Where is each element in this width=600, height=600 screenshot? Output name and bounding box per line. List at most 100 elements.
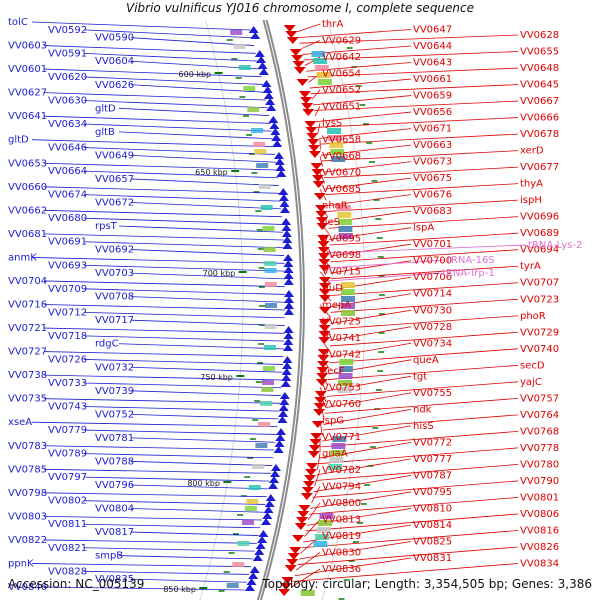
gene-label-right: VV0661 [413,74,452,85]
minus-strand-gene-arrow [273,446,284,453]
gene-label-right: VV0654 [322,69,361,80]
minus-strand-gene-arrow [261,518,272,525]
leader-line [299,34,519,44]
leader-line [298,541,412,560]
minus-strand-gene-arrow [262,512,273,519]
gene-label-left: VV0802 [48,496,87,507]
gene-label-right: VV0742 [322,349,361,360]
feature-block [338,366,353,372]
leader-line [130,508,264,513]
topology-label: Topology: circular; Length: 3,354,505 bp… [262,577,592,591]
gene-label-left: VV0739 [95,386,134,397]
minus-strand-gene-arrow [261,80,272,87]
gene-label-right: VV0628 [520,30,559,41]
minus-strand-gene-arrow [256,56,267,63]
gene-label-right: secF [322,366,345,377]
minus-strand-gene-arrow [269,122,280,129]
feature-block [329,142,344,148]
feature-block [337,387,352,393]
leader-line [319,133,519,145]
gene-label-right: VV0694 [520,245,559,256]
leader-line [307,502,321,520]
minus-strand-gene-arrow [265,494,276,501]
gene-label-left: VV0721 [8,323,47,334]
minus-strand-gene-arrow [283,308,294,315]
gene-label-right: VV0696 [520,212,559,223]
leader-line [83,194,281,202]
plus-strand-gene-arrow [318,283,331,290]
gene-label-right: VV0831 [413,553,452,564]
leader-line [43,45,257,54]
leader-line [301,530,519,549]
plus-strand-gene-arrow [304,475,317,482]
gene-label-left: VV0709 [48,284,87,295]
leader-line [317,453,321,470]
gene-label-left: VV0716 [8,300,47,311]
leader-line [330,265,519,280]
gene-label-left: VV0708 [95,292,134,303]
gene-label-right: VV0729 [520,327,559,338]
plus-strand-gene-arrow [311,169,324,176]
gene-label-right: VV0663 [413,140,452,151]
minus-strand-gene-arrow [266,104,277,111]
feature-block [337,380,352,386]
leader-line [323,161,412,173]
feature-block [313,58,328,64]
feature-block [256,163,269,168]
leader-line [83,170,278,179]
leader-line [130,272,285,280]
minus-strand-gene-arrow [283,278,294,285]
feature-block [340,296,355,302]
gene-label-right: ispG [322,415,344,426]
minus-strand-gene-arrow [270,464,281,471]
feature-block [262,366,275,371]
minus-strand-gene-arrow [283,302,294,309]
minus-strand-gene-arrow [268,116,279,123]
feature-block [243,86,256,91]
gene-label-left: VV0630 [48,95,87,106]
minus-strand-gene-arrow [283,254,294,261]
rna-leader-line [328,259,446,269]
gene-label-left: VV0681 [8,229,47,240]
feature-block [338,233,353,239]
plus-strand-gene-arrow [307,451,320,458]
leader-line [130,578,247,583]
minus-strand-gene-arrow [282,356,293,363]
scale-label: 600 kbp [179,70,212,79]
feature-block [233,44,246,49]
leader-line [327,199,519,212]
leader-line [130,84,265,93]
plus-strand-gene-arrow [308,145,321,152]
gene-label-left: VV0592 [48,25,87,36]
plus-strand-gene-arrow [316,373,329,380]
minus-strand-gene-arrow [269,476,280,483]
gene-label-right: VV0813 [322,514,361,525]
gene-label-left: VV0674 [48,190,87,201]
minus-strand-gene-arrow [276,428,287,435]
leader-line [303,51,519,61]
gene-label-left: VV0779 [48,425,87,436]
leader-line [118,555,254,560]
gene-label-left: VV0626 [95,80,134,91]
minus-strand-gene-arrow [267,482,278,489]
feature-block [253,142,266,147]
plus-strand-gene-arrow [300,97,313,104]
gene-arrows-layer [226,25,355,596]
gene-label-right: VV0707 [520,278,559,289]
feature-block [257,422,270,427]
gene-label-right: VV0764 [520,410,559,421]
gene-label-left: VV0591 [48,48,87,59]
leader-line [83,241,284,249]
plus-strand-gene-arrow [317,355,330,362]
gene-label-right: VV0810 [413,503,452,514]
leader-line [83,100,268,109]
gene-label-left: VV0781 [95,433,134,444]
leader-line [329,331,519,347]
rna-leader-line [327,244,527,254]
leader-line [130,249,285,256]
plus-strand-gene-arrow [316,367,329,374]
minus-strand-gene-arrow [273,152,284,159]
feature-block [254,149,267,154]
gene-label-right: VV0757 [520,393,559,404]
gene-label-right: VV0734 [413,338,452,349]
